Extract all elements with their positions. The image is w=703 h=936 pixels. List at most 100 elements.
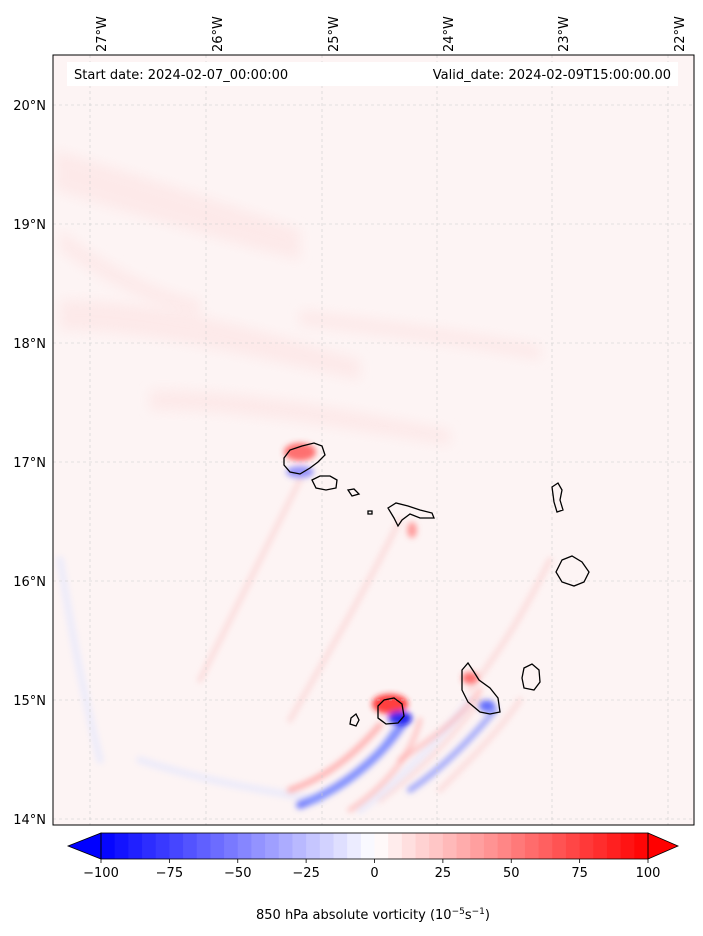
colorbar-cell — [401, 833, 417, 859]
colorbar-cell — [114, 833, 129, 859]
colorbar-cell — [101, 833, 116, 859]
colorbar-cell — [278, 833, 294, 859]
vortex-core-red — [407, 522, 417, 538]
island-sao-vicente — [311, 475, 338, 491]
colorbar-cell — [360, 833, 376, 859]
colorbar-cell — [565, 833, 581, 859]
colorbar-cell — [429, 833, 444, 859]
field-streak — [377, 697, 483, 803]
lon-label: 23°W — [557, 16, 572, 52]
colorbar-tick-label: 75 — [571, 866, 588, 881]
colorbar-cell — [579, 833, 594, 859]
colorbar-cell — [538, 833, 553, 859]
field-band — [150, 390, 450, 445]
colorbar-cell — [155, 833, 170, 859]
colorbar-cell — [524, 833, 540, 859]
colorbar-extend-high — [647, 832, 680, 860]
colorbar-cell — [388, 833, 403, 859]
field-streak — [287, 517, 403, 723]
colorbar-cell — [319, 833, 335, 859]
vortex-core-red — [372, 694, 408, 714]
island-santiago — [461, 661, 501, 715]
colorbar-cell — [142, 833, 157, 859]
map-frame — [52, 54, 695, 826]
vortex-core-blue — [479, 700, 495, 712]
colorbar-cell — [224, 833, 239, 859]
colorbar-tick-label: −25 — [292, 866, 319, 881]
colorbar-cells — [101, 833, 649, 859]
colorbar-tick-label: 0 — [370, 866, 378, 881]
colorbar-cell — [511, 833, 526, 859]
colorbar-cell — [265, 833, 280, 859]
colorbar-cell — [593, 833, 608, 859]
colorbar-cell — [169, 833, 184, 859]
colorbar-cell — [497, 833, 512, 859]
gridlines — [53, 55, 694, 825]
field-band — [55, 150, 300, 260]
vortex-core-blue — [388, 711, 412, 725]
lat-label: 18°N — [13, 337, 46, 352]
coastlines — [283, 442, 590, 727]
colorbar-cell — [306, 833, 321, 859]
colorbar-cell — [374, 833, 389, 859]
colorbar-cell — [552, 833, 567, 859]
lat-label: 15°N — [13, 694, 46, 709]
vortex-core-blue — [286, 466, 314, 478]
vortex-wake-red — [347, 717, 423, 813]
lat-label: 14°N — [13, 813, 46, 828]
vortex-wake-blue — [307, 727, 398, 803]
valid-date-label: Valid_date: 2024-02-09T15:00:00.00 — [433, 68, 671, 83]
colorbar-cell — [251, 833, 266, 859]
map-panel: Start date: 2024-02-07_00:00:00 Valid_da… — [52, 54, 695, 826]
lon-label: 24°W — [442, 16, 457, 52]
field-streak-blue — [136, 756, 324, 804]
colorbar: −100 −75 −50 −25 0 25 50 75 100 850 hPa absolute… — [66, 832, 680, 923]
colorbar-tick-label: −50 — [224, 866, 251, 881]
map-background — [53, 55, 694, 825]
lat-label: 20°N — [13, 99, 46, 114]
colorbar-cell — [292, 833, 307, 859]
colorbar-ticks: −100 −75 −50 −25 0 25 50 75 100 — [83, 859, 660, 881]
field-streak — [467, 557, 553, 693]
colorbar-cell — [196, 833, 212, 859]
colorbar-cell — [456, 833, 471, 859]
colorbar-cell — [620, 833, 635, 859]
vortex-wake-red — [397, 687, 483, 763]
colorbar-cell — [483, 833, 499, 859]
island-sao-nicolau — [387, 502, 435, 528]
island-fogo — [377, 697, 405, 725]
colorbar-tick-label: 25 — [435, 866, 452, 881]
vortex-wake-red — [287, 722, 383, 793]
vortex-core-red — [284, 443, 316, 461]
island-santo-antao — [283, 442, 326, 475]
vortex-wake-blue — [407, 707, 498, 793]
colorbar-cell — [128, 833, 143, 859]
colorbar-cell — [606, 833, 622, 859]
colorbar-cell — [183, 833, 198, 859]
island-brava — [349, 712, 360, 727]
colorbar-label: 850 hPa absolute vorticity (10−5s−1) — [256, 907, 490, 923]
lon-label: 26°W — [211, 16, 226, 52]
start-date-label: Start date: 2024-02-07_00:00:00 — [74, 68, 288, 83]
vorticity-field — [55, 150, 553, 814]
field-band — [60, 230, 200, 315]
longitude-labels: 27°W 26°W 25°W 24°W 23°W 22°W — [95, 16, 688, 52]
island-santa-luzia — [346, 488, 361, 497]
lat-label: 17°N — [13, 456, 46, 471]
colorbar-tick-label: 100 — [636, 866, 661, 881]
colorbar-cell — [415, 833, 430, 859]
field-streak-blue — [56, 556, 104, 764]
colorbar-cell — [237, 833, 253, 859]
colorbar-tick-label: −100 — [83, 866, 119, 881]
vortex-core-red — [462, 672, 478, 684]
colorbar-cell — [333, 833, 348, 859]
colorbar-extend-low — [66, 832, 102, 860]
field-streak — [437, 697, 523, 793]
header-box — [67, 62, 678, 86]
colorbar-cell — [470, 833, 485, 859]
colorbar-tick-label: −75 — [156, 866, 183, 881]
lon-label: 25°W — [327, 16, 342, 52]
field-band — [300, 310, 540, 360]
island-branco — [367, 510, 373, 515]
